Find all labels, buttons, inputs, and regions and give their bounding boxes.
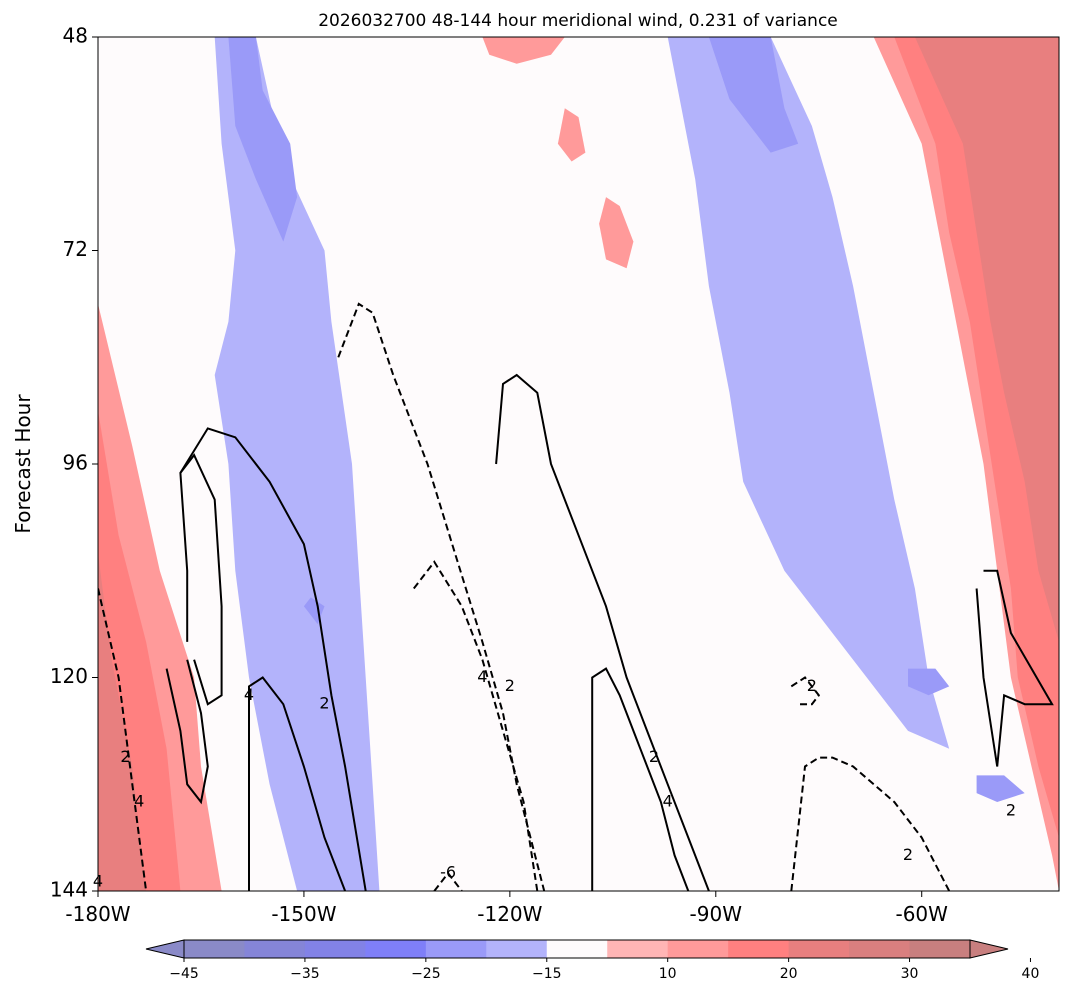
colorbar-tick-label-5: 20 bbox=[780, 966, 798, 982]
y-tick-label-4: 144 bbox=[50, 878, 88, 902]
colorbar-tick-label-6: 30 bbox=[901, 966, 919, 982]
colorbar-extend-low bbox=[145, 939, 185, 959]
colorbar-swatch-4 bbox=[425, 940, 487, 958]
fill-mid-red-blob-2 bbox=[599, 197, 634, 269]
contour-solid-4-center bbox=[591, 667, 690, 891]
contour-label-9: 4 bbox=[663, 792, 673, 811]
fill-mid-red-blob-1 bbox=[557, 108, 586, 162]
fill-west-red-core bbox=[98, 553, 147, 891]
contour-label-4: 2 bbox=[319, 694, 329, 713]
y-axis-label: Forecast Hour bbox=[11, 394, 35, 534]
colorbar-swatch-8 bbox=[667, 940, 729, 958]
colorbar-tick-label-3: −15 bbox=[532, 966, 562, 982]
x-tick-label-4: -60W bbox=[895, 902, 948, 926]
contour-solid-2-west bbox=[179, 427, 367, 891]
colorbar-tick-label-2: −25 bbox=[411, 966, 441, 982]
contour-label-7: -6 bbox=[440, 863, 456, 882]
contour-lines bbox=[98, 302, 1054, 891]
colorbar-swatch-11 bbox=[849, 940, 911, 958]
colorbar-swatch-9 bbox=[728, 940, 790, 958]
fill-north-red-blob bbox=[482, 37, 565, 64]
colorbar-frame bbox=[183, 939, 971, 959]
colorbar-tick-label-7: 40 bbox=[1022, 966, 1040, 982]
x-tick-label-3: -90W bbox=[690, 902, 743, 926]
y-tick-label-0: 48 bbox=[63, 24, 88, 48]
fill-east-blue-band-mid bbox=[667, 37, 950, 749]
contour-solid-4-west bbox=[248, 676, 347, 891]
colorbar-swatch-5 bbox=[486, 940, 548, 958]
contour-dashed-2-small bbox=[790, 676, 821, 706]
colorbar-tick-label-0: −45 bbox=[169, 966, 199, 982]
colorbar-swatch-6 bbox=[546, 940, 608, 958]
colorbar-swatch-2 bbox=[304, 940, 366, 958]
contour-label-5: 4 bbox=[477, 667, 487, 686]
contour-label-1: 4 bbox=[134, 792, 144, 811]
y-tick-label-2: 96 bbox=[63, 451, 88, 475]
x-tick-label-2: -120W bbox=[477, 902, 542, 926]
colorbar-swatch-7 bbox=[607, 940, 669, 958]
fill-east-blue-core bbox=[708, 37, 799, 153]
contour-label-8: 2 bbox=[649, 747, 659, 766]
contour-dashed-6-south bbox=[433, 871, 463, 891]
fill-southeast-blue-spot bbox=[976, 775, 1025, 802]
x-tick-label-0: -180W bbox=[65, 902, 130, 926]
fill-east-red-core bbox=[914, 37, 1059, 642]
colorbar-tick-label-4: 10 bbox=[659, 966, 677, 982]
colorbar-swatch-10 bbox=[788, 940, 850, 958]
contour-label-12: 2 bbox=[1006, 800, 1016, 819]
colorbar-swatch-0 bbox=[184, 940, 245, 958]
contour-label-3: 4 bbox=[244, 685, 254, 704]
contour-label-10: 2 bbox=[807, 676, 817, 695]
contour-solid-2-east bbox=[975, 569, 1054, 767]
fill-west-blue-core bbox=[228, 37, 298, 242]
contour-label-6: 2 bbox=[505, 676, 515, 695]
contour-dashed-2-center bbox=[337, 302, 546, 891]
x-tick-label-1: -150W bbox=[271, 902, 336, 926]
contour-solid-2-center bbox=[495, 373, 710, 891]
fill-west-blue-band-inner bbox=[214, 37, 380, 891]
y-axis: 48 72 96 120 144 bbox=[50, 24, 98, 902]
chart-title: 2026032700 48-144 hour meridional wind, … bbox=[318, 11, 838, 31]
contour-dashed-2-east bbox=[790, 756, 951, 891]
y-tick-label-1: 72 bbox=[63, 237, 88, 261]
colorbar-tick-label-1: −35 bbox=[290, 966, 320, 982]
contour-solid-west-edge bbox=[165, 659, 209, 805]
contour-label-11: 2 bbox=[903, 845, 913, 864]
colorbar-swatch-3 bbox=[365, 940, 427, 958]
contour-dashed-2-west bbox=[98, 588, 148, 891]
contour-label-0: 2 bbox=[120, 747, 130, 766]
fill-east-blue-spot bbox=[908, 668, 950, 696]
x-axis: -180W -150W -120W -90W -60W bbox=[65, 891, 948, 926]
contour-solid-2-west-inner bbox=[179, 453, 223, 706]
colorbar-swatch-12 bbox=[909, 940, 971, 958]
colorbar-swatch-1 bbox=[244, 940, 306, 958]
y-tick-label-3: 120 bbox=[50, 664, 88, 688]
colorbar: −45 −35 −25 −15 10 20 30 40 bbox=[145, 939, 1040, 982]
colorbar-extend-high bbox=[969, 939, 1009, 959]
contour-dashed-4-center bbox=[413, 560, 539, 891]
filled-contours bbox=[98, 37, 1059, 891]
